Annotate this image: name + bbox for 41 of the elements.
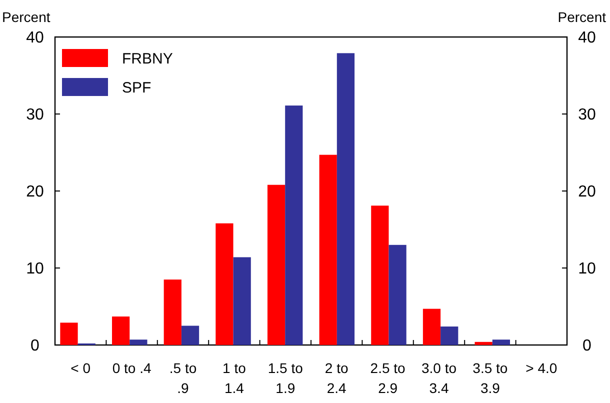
bar: [285, 106, 303, 345]
bar: [492, 340, 510, 345]
bar: [130, 340, 148, 345]
legend-label: FRBNY: [122, 50, 173, 68]
x-tick-label: 3.0 to 3.4: [421, 360, 457, 396]
y2-tick-label: 0: [582, 338, 592, 355]
y-tick-label: 10: [26, 260, 44, 278]
x-tick-label: < 0: [70, 360, 91, 376]
y-axis-title: Percent: [2, 9, 50, 25]
y2-tick-label: 40: [578, 30, 596, 47]
bar: [112, 316, 130, 345]
x-tick-label: > 4.0: [526, 360, 558, 376]
x-tick-label: 1 to 1.4: [222, 360, 246, 396]
y-tick-label: 0: [30, 338, 40, 355]
bar: [267, 184, 286, 345]
bar: [216, 223, 234, 345]
legend-label: SPF: [122, 79, 152, 96]
x-tick-label: .5 to .9: [169, 360, 197, 396]
x-tick-label: 3.5 to 3.9: [472, 360, 508, 396]
y2-tick-label: 30: [578, 106, 596, 124]
y2-axis-title: Percent: [558, 9, 606, 25]
x-tick-label: 0 to .4: [112, 360, 152, 376]
bar: [319, 154, 337, 345]
x-tick-label: 1.5 to 1.9: [268, 360, 304, 396]
bar: [474, 342, 492, 345]
bar: [371, 206, 389, 345]
bar: [336, 53, 355, 345]
x-tick-label: 2.5 to 2.9: [370, 360, 406, 396]
x-tick-label: 2 to 2.4: [324, 360, 348, 396]
y2-tick-label: 20: [578, 184, 596, 201]
bar: [440, 326, 458, 345]
bar: [233, 257, 251, 345]
bar: [422, 308, 441, 345]
bar: [388, 244, 406, 345]
bar: [60, 322, 78, 345]
bar: [181, 326, 200, 345]
bar: [164, 280, 182, 345]
y2-tick-label: 10: [578, 260, 596, 278]
y-tick-label: 30: [26, 106, 44, 124]
y-tick-label: 40: [26, 30, 44, 47]
y-tick-label: 20: [26, 184, 44, 201]
